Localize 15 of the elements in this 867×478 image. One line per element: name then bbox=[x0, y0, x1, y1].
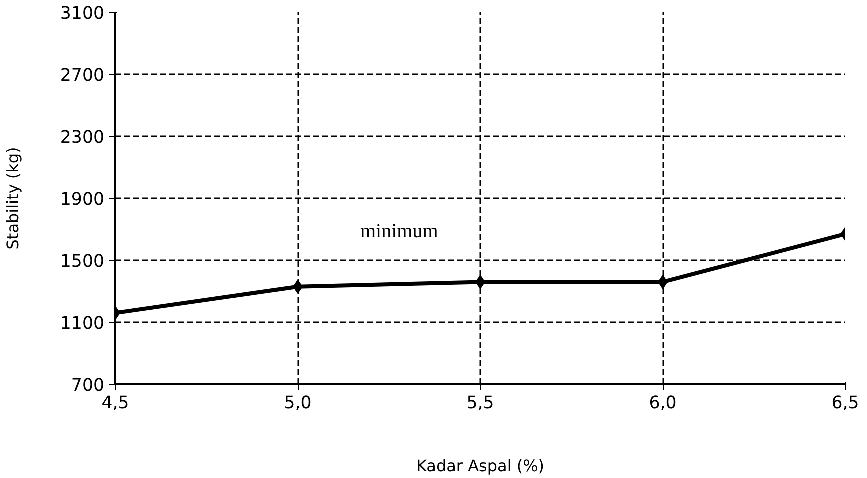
y-tick-label: 3100 bbox=[60, 4, 105, 24]
x-tick-label: 6,0 bbox=[649, 394, 677, 414]
x-tick-label: 5,5 bbox=[466, 394, 494, 414]
y-tick-label: 700 bbox=[71, 376, 105, 396]
y-tick-label: 1100 bbox=[60, 314, 105, 334]
y-tick-label: 2700 bbox=[60, 66, 105, 86]
x-axis-title: Kadar Aspal (%) bbox=[416, 456, 545, 476]
x-tick-label: 5,0 bbox=[284, 394, 312, 414]
y-tick-label: 2300 bbox=[60, 128, 105, 148]
x-tick-label: 6,5 bbox=[832, 394, 860, 414]
y-tick-label: 1500 bbox=[60, 252, 105, 272]
y-tick-label: 1900 bbox=[60, 190, 105, 210]
x-tick-label: 4,5 bbox=[102, 394, 130, 414]
y-axis-title: Stability (kg) bbox=[3, 147, 22, 250]
annotation: minimum bbox=[360, 220, 439, 242]
